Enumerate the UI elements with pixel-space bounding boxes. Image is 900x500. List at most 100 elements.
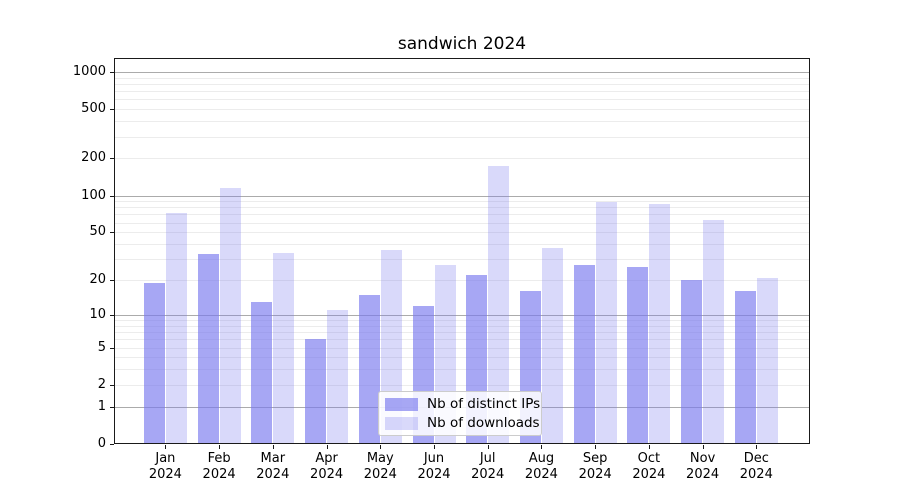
y-gridline-minor [114,232,810,234]
y-gridline-minor [114,201,810,203]
y-gridline-major [114,71,810,73]
bar-distinct-ips [143,282,165,444]
x-tick-label: Jan 2024 [148,451,182,482]
x-tick [756,445,758,449]
y-tick-label: 1000 [72,63,106,79]
y-gridline-minor [114,109,810,111]
x-tick-label: Nov 2024 [686,451,720,482]
y-tick-label: 200 [81,150,106,166]
y-tick [110,347,114,349]
y-tick-label: 10 [89,306,106,322]
legend-swatch-downloads [385,416,418,430]
bar-distinct-ips [734,291,756,444]
y-tick-label: 1 [97,398,106,414]
y-gridline-minor [114,121,810,123]
y-tick-label: 100 [81,187,106,203]
y-tick [110,406,114,408]
bar-distinct-ips [251,301,273,444]
y-gridline-minor [114,77,810,79]
y-gridline-minor [114,214,810,216]
x-tick-label: May 2024 [363,451,397,482]
x-tick-label: Jun 2024 [417,451,451,482]
legend-label-downloads: Nb of downloads [427,415,540,431]
y-tick [110,314,114,316]
y-tick [110,280,114,281]
bar-distinct-ips [305,339,327,444]
x-tick [541,445,543,449]
bar-distinct-ips [627,266,649,444]
x-tick [702,445,704,449]
x-tick-label: Oct 2024 [632,451,666,482]
x-tick [487,445,489,449]
y-tick-label: 50 [89,224,106,240]
legend-item-distinct-ips: Nb of distinct IPs [385,396,540,412]
x-tick [595,445,597,449]
y-tick [110,158,114,160]
chart-title: sandwich 2024 [397,34,527,54]
y-gridline-minor [114,384,810,386]
y-tick [110,109,114,111]
bar-downloads [703,220,725,444]
bar-downloads [327,310,349,444]
y-gridline-minor [114,244,810,245]
bar-downloads [273,252,295,444]
x-tick [648,445,650,449]
x-tick [434,445,435,449]
y-gridline-minor [114,332,810,333]
y-gridline-minor [114,83,810,85]
legend: Nb of distinct IPs Nb of downloads [378,391,542,436]
x-tick-label: Sep 2024 [578,451,612,482]
bar-downloads [165,212,187,444]
y-tick-label: 2 [97,376,106,392]
y-tick [110,384,114,386]
y-gridline-major [114,195,810,197]
bar-downloads [595,202,617,444]
y-tick [110,195,114,197]
x-tick-label: Mar 2024 [256,451,290,482]
y-tick-label: 0 [97,436,106,451]
x-tick [380,445,382,449]
y-gridline-minor [114,136,810,138]
legend-swatch-distinct-ips [385,397,418,411]
y-gridline-minor [114,280,810,281]
bar-downloads [756,277,778,444]
y-tick-label: 5 [97,339,106,355]
x-tick-label: Dec 2024 [739,451,773,482]
bar-distinct-ips [197,254,219,444]
x-tick [326,445,328,449]
bar-downloads [541,248,563,444]
y-gridline-minor [114,259,810,261]
x-tick [272,445,274,449]
y-gridline-minor [114,369,810,371]
y-gridline-minor [114,339,810,341]
x-tick-label: Jul 2024 [471,451,505,482]
x-tick-label: Feb 2024 [202,451,236,482]
y-gridline-minor [114,99,810,101]
bar-downloads [219,188,241,444]
bar-downloads [649,204,671,444]
y-gridline-major [114,314,810,316]
y-gridline-minor [114,91,810,93]
y-tick-label: 500 [81,101,106,117]
y-gridline-minor [114,158,810,160]
y-tick [110,444,114,445]
bar-distinct-ips [358,294,380,444]
legend-label-distinct-ips: Nb of distinct IPs [427,396,541,412]
y-gridline-minor [114,320,810,321]
bar-distinct-ips [681,280,703,444]
y-gridline-minor [114,357,810,359]
x-tick-label: Aug 2024 [524,451,558,482]
bar-downloads [488,165,510,444]
x-tick [165,445,167,449]
legend-item-downloads: Nb of downloads [385,415,540,431]
x-tick-label: Apr 2024 [310,451,344,482]
y-tick-label: 20 [89,272,106,287]
y-tick [110,232,114,234]
bar-distinct-ips [573,264,595,444]
y-gridline-minor [114,222,810,224]
y-gridline-minor [114,325,810,327]
y-tick [110,71,114,73]
y-gridline-minor [114,347,810,349]
x-tick [219,445,221,449]
